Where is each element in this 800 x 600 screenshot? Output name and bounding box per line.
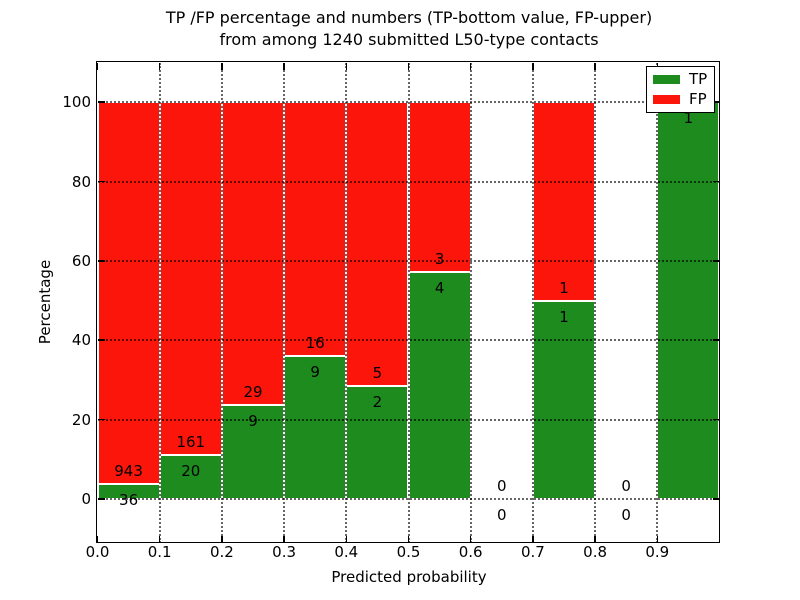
count-label-fp-3: 16 (305, 334, 325, 353)
bar-segment-fp-7 (532, 102, 596, 301)
count-label-fp-2: 29 (243, 382, 263, 401)
count-label-tp-5: 4 (434, 279, 445, 298)
legend-label-tp: TP (689, 70, 708, 89)
tick-mark (96, 62, 99, 70)
tick-mark (712, 418, 720, 421)
tp-color-swatch (653, 75, 680, 85)
bar-segment-fp-5 (408, 102, 471, 273)
count-label-fp-4: 5 (372, 363, 383, 382)
x-tick-label-0.3: 0.3 (272, 543, 297, 561)
bar-segment-fp-2 (221, 102, 285, 405)
count-label-tp-7: 1 (559, 307, 569, 326)
count-label-fp-7: 1 (559, 278, 569, 297)
tick-mark (407, 535, 410, 543)
legend-label-fp: FP (689, 89, 707, 108)
chart-title: TP /FP percentage and numbers (TP-bottom… (166, 7, 652, 51)
tick-mark (718, 62, 721, 70)
tick-mark (96, 535, 99, 543)
bar-segment-tp-5 (408, 272, 471, 499)
count-label-fp-6: 0 (497, 476, 507, 495)
tick-mark (158, 535, 161, 543)
count-label-tp-6: 0 (497, 505, 507, 524)
count-label-fp-8: 0 (621, 476, 631, 495)
y-tick-label-0: 0 (81, 489, 91, 508)
x-tick-label-0.6: 0.6 (458, 543, 483, 561)
tick-mark (221, 535, 223, 543)
tick-mark (469, 62, 472, 70)
x-tick-label-0.0: 0.0 (85, 543, 110, 561)
y-tick-label-40: 40 (71, 331, 91, 350)
tick-mark (712, 498, 720, 500)
x-axis-label: Predicted probability (331, 568, 487, 586)
y-tick-label-100: 100 (62, 93, 91, 112)
count-label-tp-0: 36 (119, 491, 139, 510)
chart-title-line1: TP /FP percentage and numbers (TP-bottom… (165, 8, 653, 27)
tick-mark (407, 62, 410, 70)
x-tick-label-0.7: 0.7 (520, 543, 545, 561)
tick-mark (97, 260, 105, 262)
count-label-fp-1: 161 (176, 433, 206, 452)
count-label-fp-0: 943 (114, 462, 143, 481)
x-tick-label-0.8: 0.8 (583, 543, 608, 561)
tick-mark (718, 535, 721, 543)
tick-mark (594, 535, 596, 543)
bar-segment-fp-1 (159, 102, 222, 456)
bar-segment-fp-0 (97, 102, 160, 485)
bar-segment-tp-9 (657, 102, 720, 499)
tick-mark (712, 260, 720, 262)
count-label-tp-1: 20 (181, 462, 201, 481)
count-label-tp-3: 9 (310, 363, 320, 382)
bar-segment-tp-7 (532, 300, 596, 499)
tick-mark (712, 339, 720, 341)
legend: TP FP (646, 66, 715, 113)
bar-segment-fp-3 (284, 102, 347, 357)
count-label-tp-9: 1 (683, 109, 694, 128)
tick-mark (97, 180, 105, 183)
tick-mark (345, 62, 348, 70)
tick-mark (97, 418, 105, 421)
count-label-tp-2: 9 (248, 411, 258, 430)
x-tick-label-0.4: 0.4 (334, 543, 359, 561)
tick-mark (345, 535, 348, 543)
chart-title-line2: from among 1240 submitted L50-type conta… (219, 30, 599, 49)
legend-item-fp: FP (653, 89, 708, 108)
bar-segment-tp-4 (346, 385, 409, 499)
y-tick-label-20: 20 (71, 410, 91, 429)
tick-mark (283, 62, 285, 70)
tick-mark (221, 62, 223, 70)
tick-mark (469, 535, 472, 543)
fp-color-swatch (653, 94, 680, 104)
x-tick-label-0.2: 0.2 (209, 543, 234, 561)
count-label-tp-8: 0 (621, 505, 631, 524)
tick-mark (97, 101, 105, 103)
x-tick-label-0.1: 0.1 (147, 543, 172, 561)
y-axis-label: Percentage (36, 259, 54, 345)
tick-mark (656, 535, 659, 543)
tick-mark (532, 62, 534, 70)
count-label-fp-5: 3 (434, 250, 445, 269)
x-tick-label-0.9: 0.9 (645, 543, 670, 561)
tick-mark (594, 62, 596, 70)
tick-mark (283, 535, 285, 543)
bar-segment-fp-4 (346, 102, 409, 386)
y-tick-label-80: 80 (71, 172, 91, 191)
tick-mark (158, 62, 161, 70)
legend-item-tp: TP (653, 72, 708, 87)
tick-mark (532, 535, 534, 543)
x-tick-label-0.5: 0.5 (396, 543, 421, 561)
tick-mark (712, 180, 720, 183)
tick-mark (97, 339, 105, 341)
y-tick-label-60: 60 (71, 251, 91, 270)
count-label-tp-4: 2 (372, 392, 383, 411)
